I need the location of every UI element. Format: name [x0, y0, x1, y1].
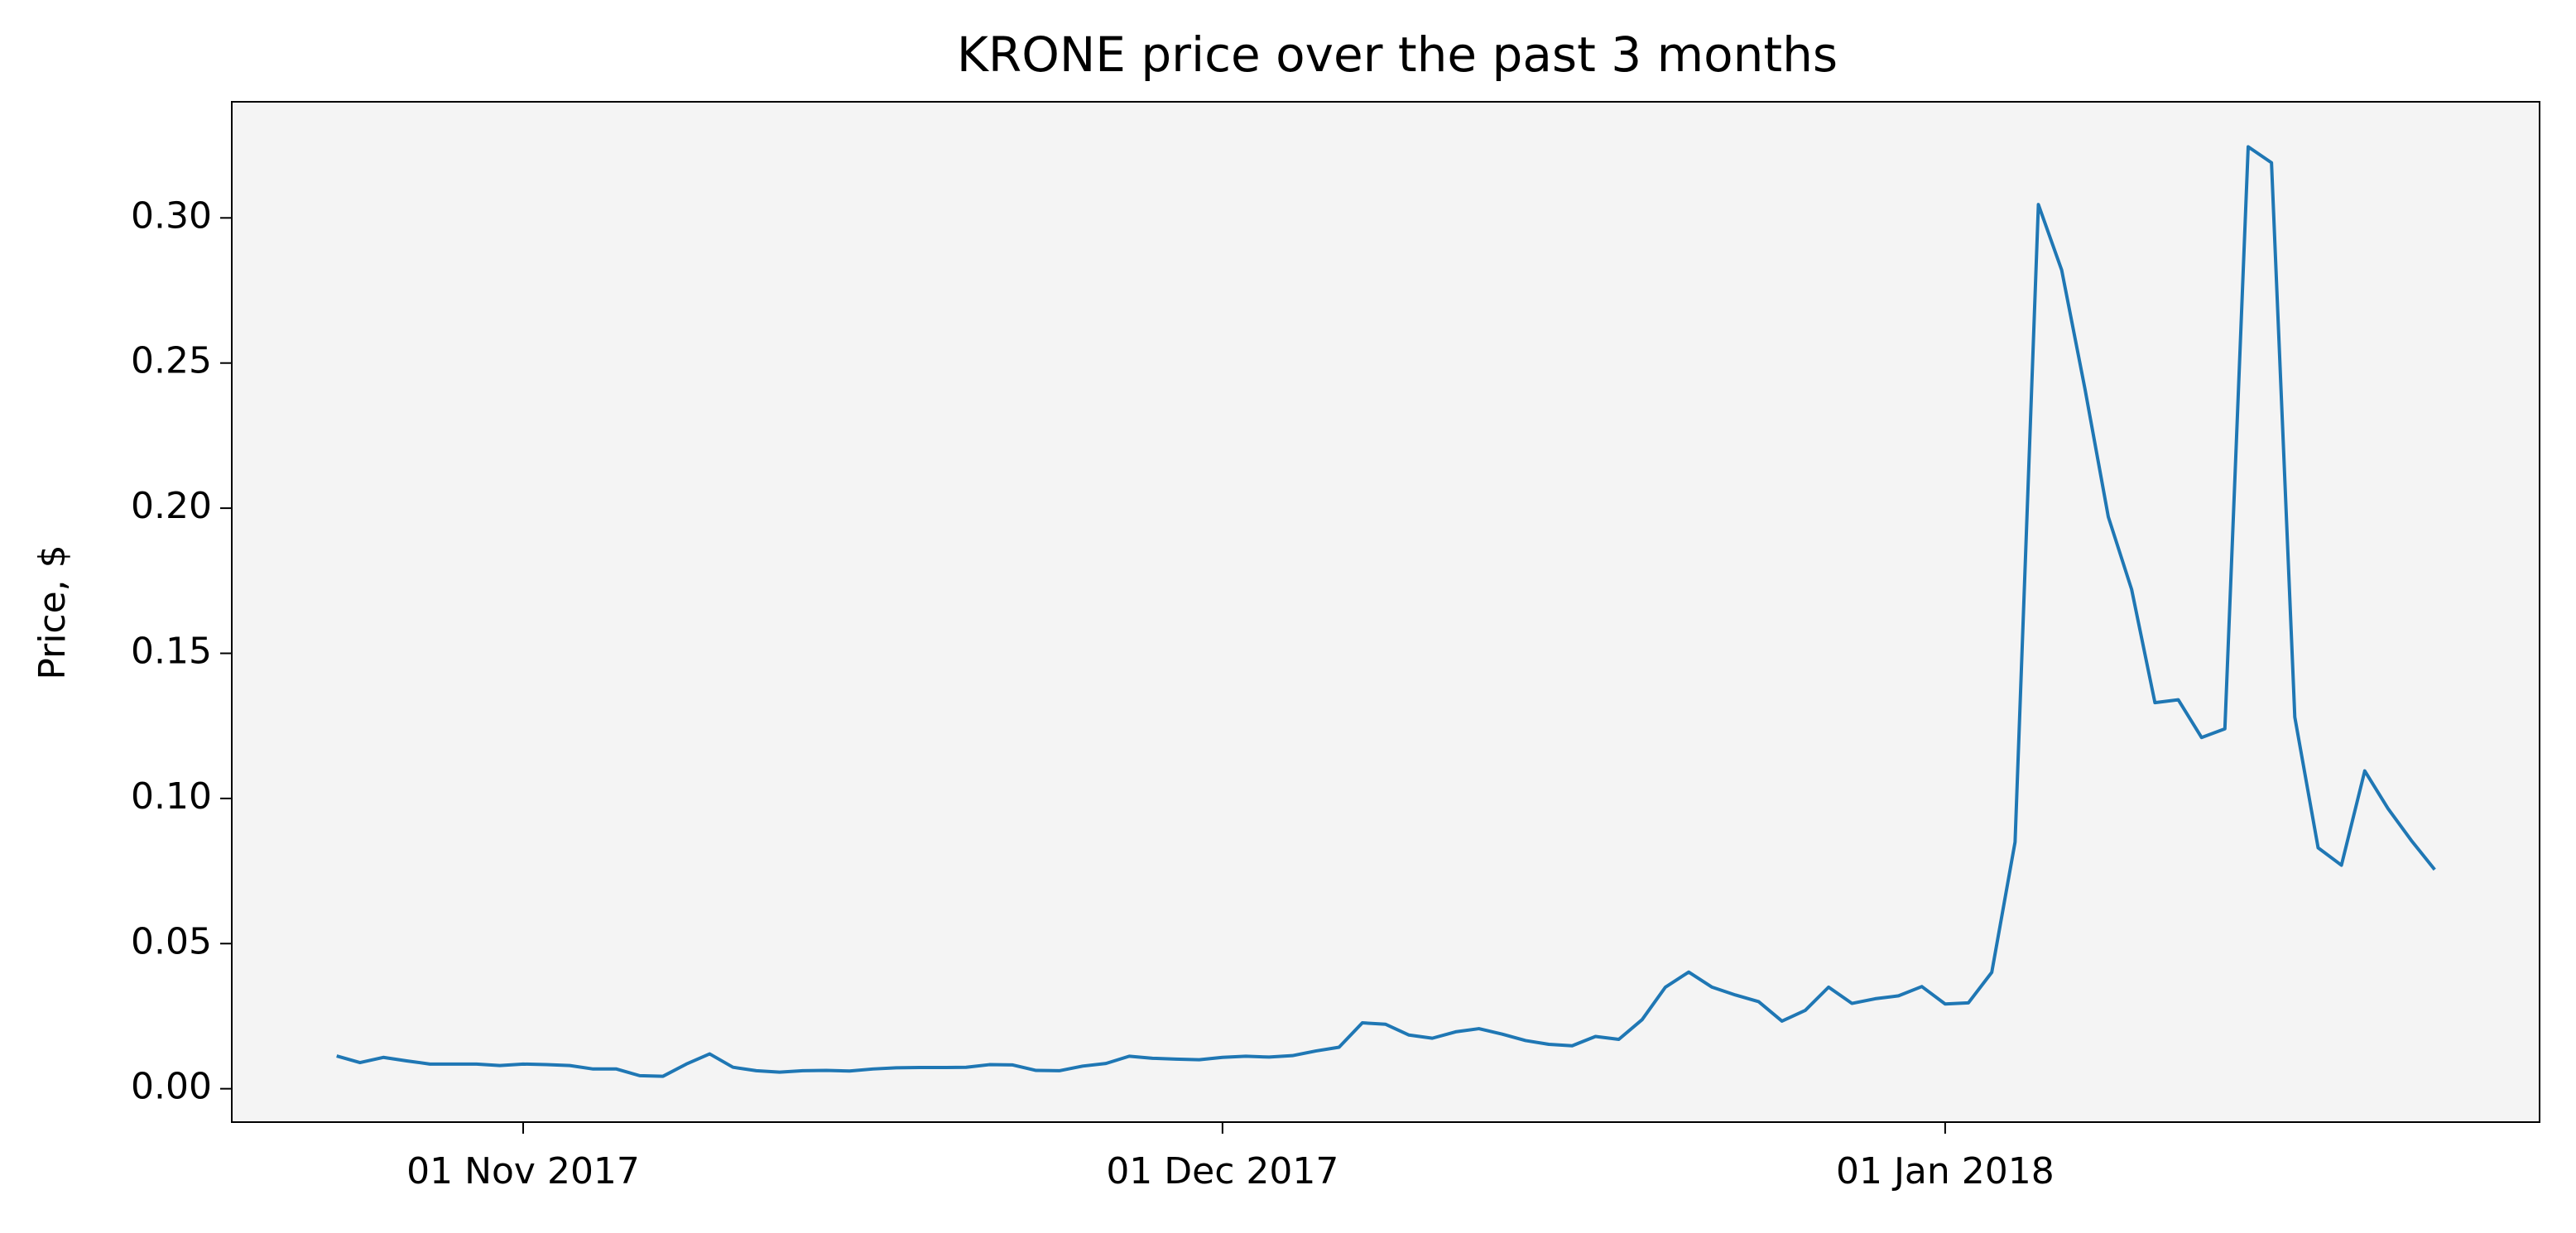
price-line: [336, 145, 2436, 1078]
y-tick-label: 0.10: [131, 775, 212, 818]
y-axis-label: Price, $: [31, 545, 74, 679]
y-tick-label: 0.15: [131, 630, 212, 672]
plot-background: [232, 102, 2540, 1122]
y-tick-label: 0.05: [131, 920, 212, 962]
y-tick-label: 0.25: [131, 340, 212, 382]
plot-frame: [231, 101, 2540, 1123]
y-tick-label: 0.00: [131, 1066, 212, 1108]
y-tick-label: 0.20: [131, 485, 212, 527]
y-tick-label: 0.30: [131, 194, 212, 237]
x-tick-label: 01 Jan 2018: [1836, 1150, 2055, 1192]
x-tick-label: 01 Dec 2017: [1106, 1150, 1338, 1192]
x-tick-label: 01 Nov 2017: [406, 1150, 640, 1192]
chart-title: KRONE price over the past 3 months: [957, 26, 1838, 83]
